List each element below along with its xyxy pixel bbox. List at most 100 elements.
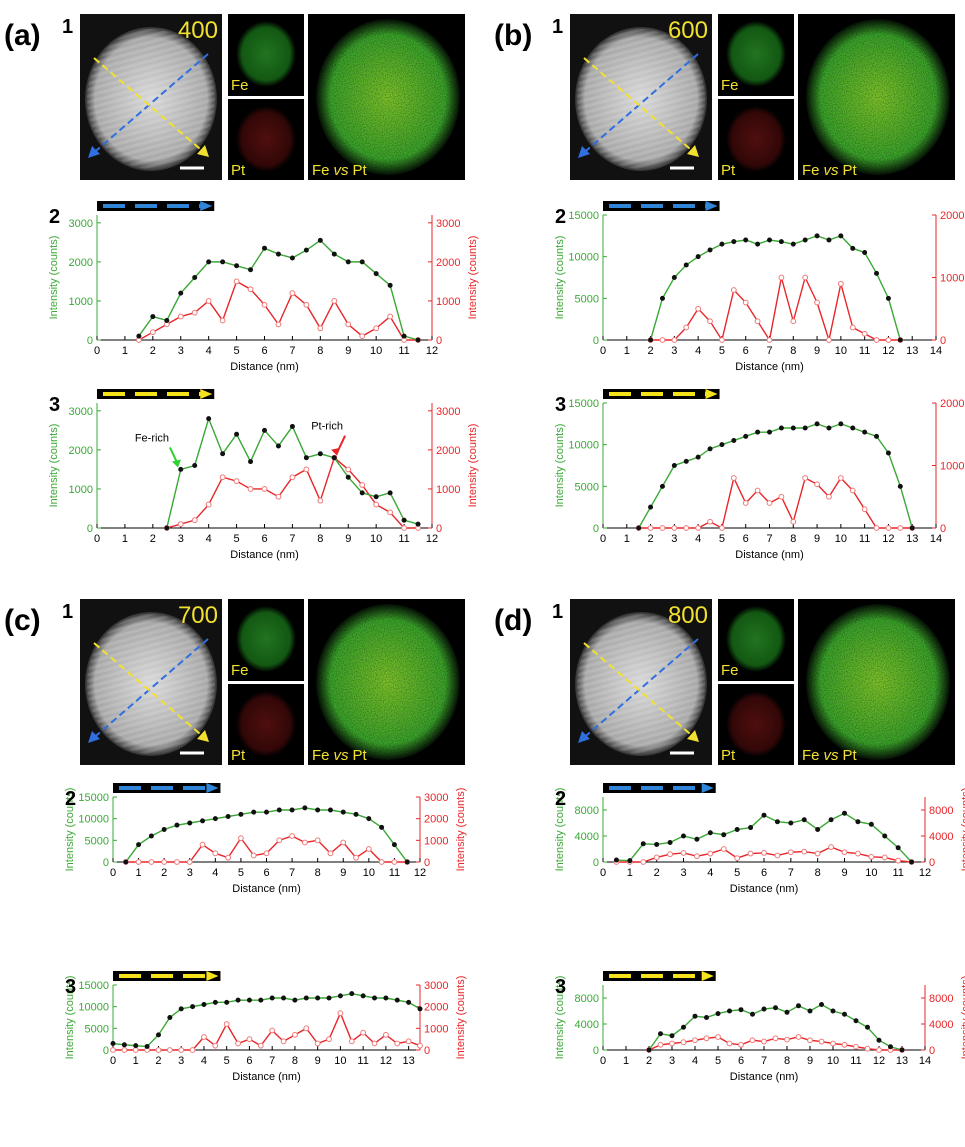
data-point bbox=[743, 433, 749, 439]
overlay-label-part: vs bbox=[824, 162, 840, 179]
pt-label: Pt bbox=[231, 162, 246, 179]
data-point bbox=[754, 487, 761, 494]
data-point bbox=[401, 525, 407, 531]
overlay-label-part: Fe bbox=[802, 162, 820, 179]
y-tick-label: 0 bbox=[593, 1045, 599, 1057]
x-tick-label: 8 bbox=[292, 1055, 298, 1067]
y-tick-label: 0 bbox=[593, 523, 599, 535]
data-point bbox=[683, 525, 690, 531]
data-point bbox=[636, 525, 642, 531]
data-point bbox=[220, 259, 226, 265]
x-tick-label: 6 bbox=[743, 533, 749, 545]
x-axis-label: Distance (nm) bbox=[730, 1071, 798, 1083]
x-tick-label: 5 bbox=[234, 345, 240, 357]
data-point bbox=[340, 809, 346, 815]
x-tick-label: 1 bbox=[624, 345, 630, 357]
data-point bbox=[148, 833, 154, 839]
chart-label: 2 bbox=[555, 788, 566, 810]
data-point bbox=[814, 421, 820, 427]
data-point bbox=[774, 852, 781, 859]
x-tick-label: 3 bbox=[671, 533, 677, 545]
x-tick-label: 14 bbox=[930, 533, 942, 545]
data-point bbox=[212, 1042, 219, 1049]
y-tick-label: 2000 bbox=[69, 257, 93, 269]
data-point bbox=[317, 237, 323, 243]
x-tick-label: 10 bbox=[370, 345, 382, 357]
x-axis-label: Distance (nm) bbox=[735, 549, 803, 561]
y2-tick-label: 0 bbox=[436, 523, 442, 535]
x-tick-label: 2 bbox=[654, 867, 660, 879]
data-point bbox=[136, 333, 142, 339]
data-point bbox=[206, 416, 212, 422]
overlay-label: Fe vs Pt bbox=[802, 162, 858, 179]
data-point bbox=[417, 1006, 423, 1012]
x-tick-label: 0 bbox=[110, 867, 116, 879]
panel-number: 1 bbox=[62, 601, 73, 623]
y2-axis-label: Intensity (counts) bbox=[467, 236, 479, 320]
data-point bbox=[778, 425, 784, 431]
data-point bbox=[331, 298, 338, 304]
data-point bbox=[401, 333, 407, 339]
chart-label: 3 bbox=[49, 394, 60, 416]
chart: 0 1 2 3 4 5 6 7 8 9 10 11 12050001000015000010002000… bbox=[64, 783, 467, 895]
data-point bbox=[743, 237, 749, 243]
overlay-label-part: vs bbox=[334, 162, 350, 179]
scan-bar-arrow bbox=[705, 201, 718, 211]
data-point bbox=[814, 850, 821, 857]
y2-tick-label: 0 bbox=[929, 1045, 935, 1057]
temperature: 800 bbox=[668, 602, 708, 629]
data-point bbox=[865, 1024, 870, 1030]
y2-axis-label: Intensity (counts) bbox=[960, 788, 965, 872]
x-axis-label: Distance (nm) bbox=[230, 361, 298, 373]
x-tick-label: 14 bbox=[919, 1055, 931, 1067]
data-point bbox=[640, 859, 647, 865]
data-point bbox=[885, 337, 892, 343]
data-point bbox=[828, 844, 834, 850]
scan-arrow-yellow bbox=[687, 730, 699, 742]
x-tick-label: 10 bbox=[363, 867, 375, 879]
series-line bbox=[650, 275, 901, 343]
data-point bbox=[220, 451, 226, 457]
x-tick-label: 3 bbox=[178, 533, 184, 545]
x-tick-label: 4 bbox=[206, 533, 212, 545]
scan-bar-arrow bbox=[200, 201, 213, 211]
data-point bbox=[683, 458, 689, 464]
data-point bbox=[683, 324, 690, 331]
data-point bbox=[359, 259, 365, 265]
x-tick-label: 3 bbox=[671, 345, 677, 357]
scan-bar-arrow bbox=[206, 783, 219, 793]
data-point bbox=[337, 1010, 344, 1017]
data-point bbox=[807, 1008, 813, 1014]
y2-tick-label: 0 bbox=[929, 857, 935, 869]
data-point bbox=[276, 807, 282, 813]
data-point bbox=[680, 850, 687, 856]
panel-number: 1 bbox=[62, 16, 73, 38]
y-tick-label: 15000 bbox=[78, 792, 109, 804]
data-point bbox=[659, 525, 666, 531]
series-line bbox=[113, 1011, 421, 1051]
data-point bbox=[659, 483, 665, 489]
data-point bbox=[861, 330, 868, 337]
data-point bbox=[164, 525, 170, 531]
data-point bbox=[224, 999, 230, 1005]
data-point bbox=[178, 1006, 184, 1012]
data-point bbox=[275, 493, 282, 500]
data-point bbox=[648, 337, 654, 343]
data-point bbox=[695, 254, 701, 260]
data-point bbox=[303, 247, 309, 253]
data-point bbox=[360, 1029, 367, 1036]
x-tick-label: 4 bbox=[206, 345, 212, 357]
chart-label: 2 bbox=[65, 788, 76, 810]
x-tick-label: 0 bbox=[600, 1055, 606, 1067]
y-tick-label: 1000 bbox=[69, 296, 93, 308]
y2-tick-label: 0 bbox=[424, 1045, 430, 1057]
x-tick-label: 7 bbox=[289, 533, 295, 545]
data-point bbox=[178, 466, 184, 472]
x-tick-label: 12 bbox=[882, 345, 894, 357]
y2-tick-label: 3000 bbox=[436, 218, 460, 230]
y-axis-label: Intensity (counts) bbox=[48, 236, 60, 320]
y2-tick-label: 2000 bbox=[436, 445, 460, 457]
data-point bbox=[653, 854, 660, 861]
data-point bbox=[897, 337, 903, 343]
